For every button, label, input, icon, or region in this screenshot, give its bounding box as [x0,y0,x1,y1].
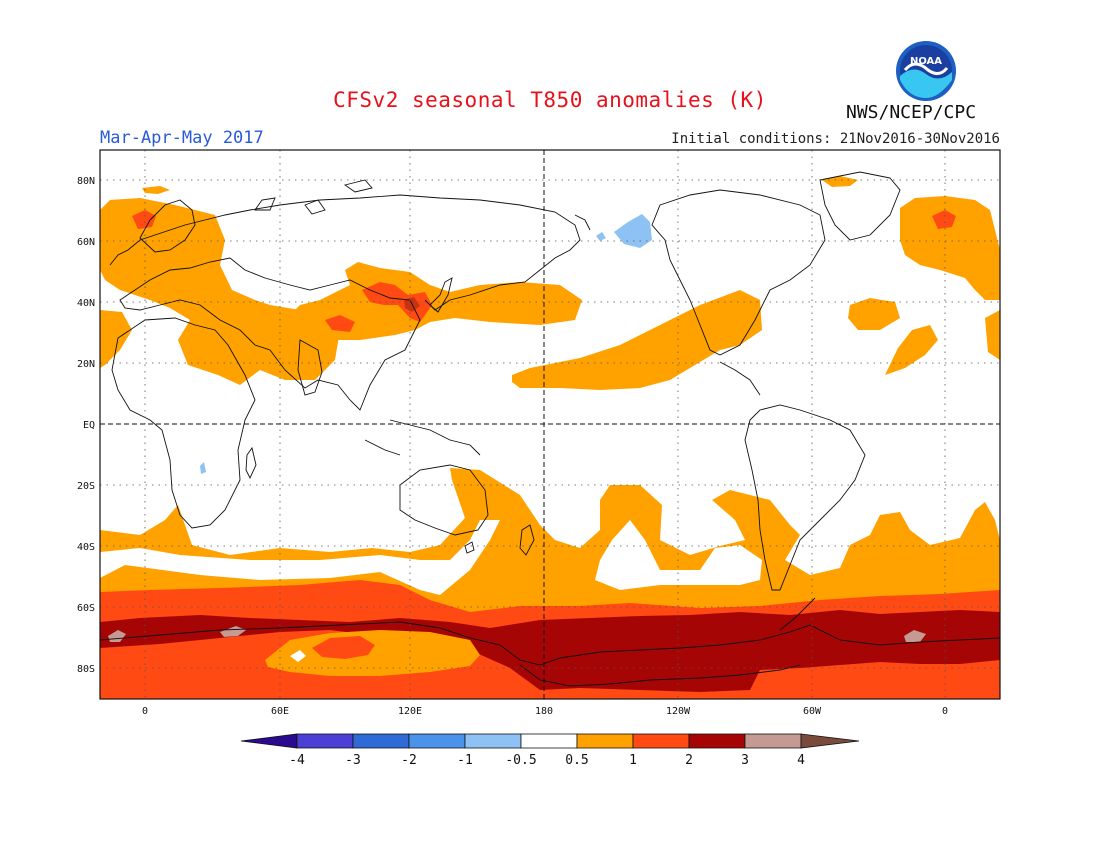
lat-label: EQ [83,420,95,431]
anomaly-region-east-antarctica [265,630,480,676]
anomaly-spot-cold-siberia [596,232,606,241]
colorbar-tick-label: -2 [401,753,417,768]
anomaly-region-asia-strong [362,282,432,322]
colorbar: -4 -3 -2 -1 -0.5 0.5 1 2 3 4 [240,733,860,768]
anomaly-region-africa-west [100,310,132,368]
lon-label: 120E [398,706,422,717]
colorbar-tick-label: 0.5 [565,753,588,768]
lon-label: 0 [942,706,948,717]
anomaly-spot-tan-central [220,626,246,637]
colorbar-tick-label: 4 [797,753,805,768]
colorbar-swatch [296,733,354,749]
longitude-labels: 0 60E 120E 180 120W 60W 0 [142,706,948,717]
lat-label: 40S [77,542,95,553]
plot-title: CFSv2 seasonal T850 anomalies (K) [333,88,767,112]
coastlines [100,171,1000,687]
anomaly-region-arctic-east [822,176,858,187]
colorbar-tick-label: -4 [289,753,305,768]
anomaly-region-europe-west [100,198,340,385]
anomaly-region-north-africa-east [885,325,938,375]
anomaly-region-arctic-small [142,186,170,194]
anomaly-region-asia-strong-2 [325,315,355,332]
anomaly-region-africa-east-edge [985,310,1000,360]
colorbar-tick-label: 2 [685,753,693,768]
lat-label: 80N [77,176,95,187]
lat-label: 20S [77,481,95,492]
anomaly-region-antarctic-strong [100,610,1000,692]
colorbar-swatch [408,733,466,749]
anomaly-spot-tan-east [904,630,926,642]
anomaly-field [100,150,1000,699]
initial-conditions-label: Initial conditions: 21Nov2016-30Nov2016 [671,131,1000,147]
colorbar-tick-label: 1 [629,753,637,768]
colorbar-tick-label: -1 [457,753,473,768]
colorbar-arrow-high [800,733,860,749]
lon-label: 180 [535,706,553,717]
colorbar-swatch [632,733,690,749]
anomaly-gap-south-pacific [595,520,762,590]
anomaly-region-alaska-cold [614,214,652,248]
colorbar-swatch [352,733,410,749]
lat-label: 80S [77,664,95,675]
noaa-logo-icon: NOAA [896,41,956,101]
lon-label: 120W [666,706,691,717]
lon-label: 60W [803,706,822,717]
anomaly-region-north-atlantic [848,298,900,330]
anomaly-region-east-antarctica-inner [312,636,375,659]
colorbar-tick-label: 3 [741,753,749,768]
svg-text:NOAA: NOAA [910,56,942,67]
anomaly-region-europe-east [900,196,1000,300]
anomaly-spot-cold-madagascar [200,462,206,474]
colorbar-swatch [464,733,522,749]
lon-label: 0 [142,706,148,717]
anomaly-region-europe-east-inner [932,210,956,229]
anomaly-gap-south-indian [100,520,500,595]
lon-label: 60E [271,706,289,717]
colorbar-swatch [688,733,746,749]
anomaly-region-europe-west-inner [132,210,156,229]
anomaly-region-north-pacific [512,290,762,390]
lat-label: 60S [77,603,95,614]
lat-label: 20N [77,359,95,370]
season-label: Mar-Apr-May 2017 [100,128,264,148]
colorbar-swatch [576,733,634,749]
lat-label: 60N [77,237,95,248]
map-frame [99,149,1001,700]
colorbar-tick-label: -3 [345,753,361,768]
colorbar-swatch [744,733,802,749]
colorbar-tick-label: -0.5 [505,753,536,768]
colorbar-arrow-low [240,733,298,749]
anomaly-spot-white-1 [290,650,306,662]
latitude-labels: 80N 60N 40N 20N EQ 20S 40S 60S 80S [77,176,95,675]
colorbar-swatch [520,733,578,749]
lat-label: 40N [77,298,95,309]
agency-label: NWS/NCEP/CPC [846,102,977,123]
